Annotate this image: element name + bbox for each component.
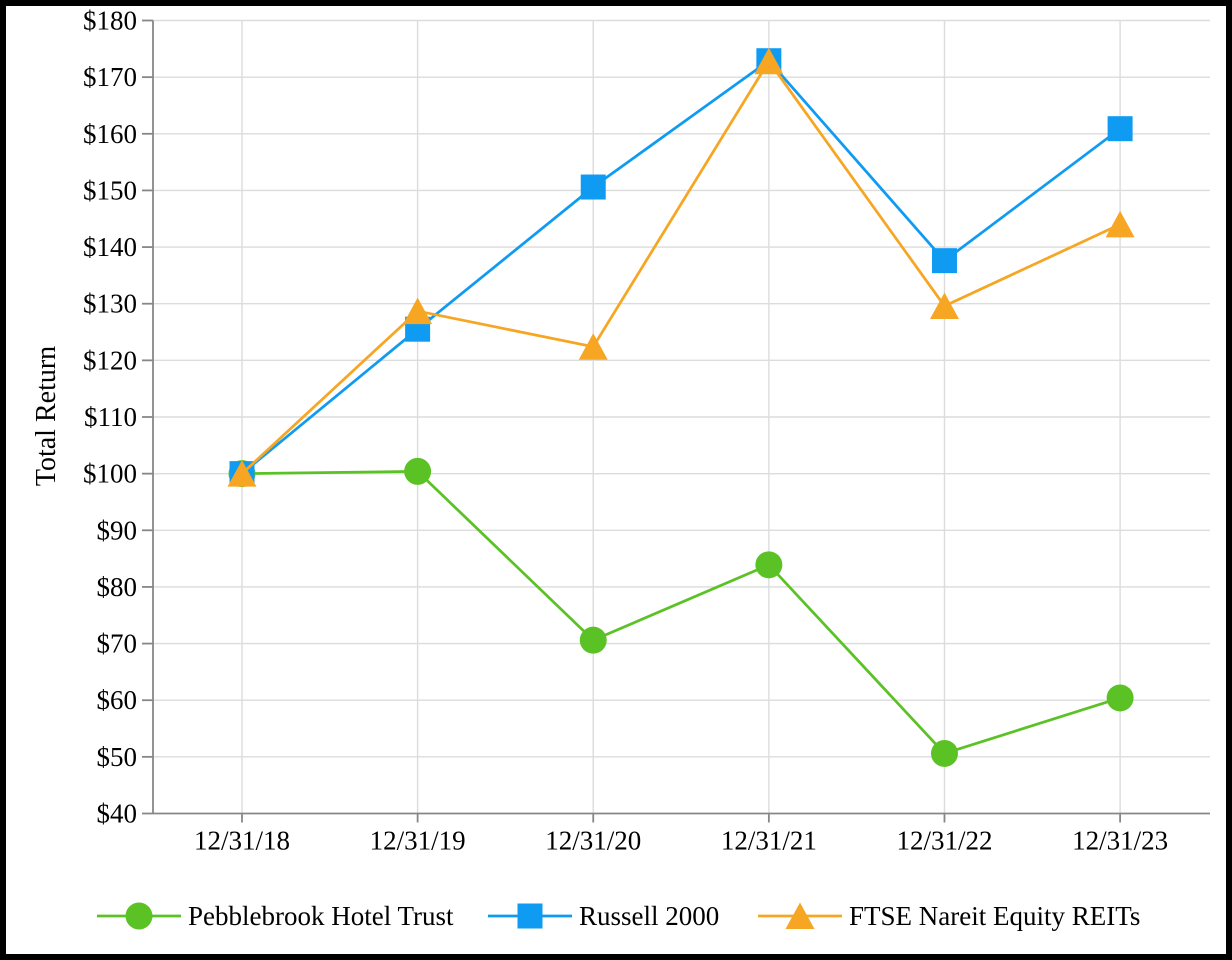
legend-square-marker-icon bbox=[488, 898, 572, 934]
y-tick-label: $140 bbox=[83, 232, 137, 262]
legend-label-pebblebrook-hotel-trust: Pebblebrook Hotel Trust bbox=[188, 901, 454, 931]
x-tick-label: 12/31/22 bbox=[896, 826, 992, 856]
data-point bbox=[1106, 684, 1134, 712]
data-point bbox=[930, 739, 958, 767]
data-point bbox=[403, 297, 433, 325]
x-axis-tick-labels: 12/31/18 12/31/19 12/31/20 12/31/21 12/31/22… bbox=[194, 826, 1168, 856]
y-axis-title: Total Return bbox=[31, 345, 62, 487]
data-point bbox=[1105, 210, 1135, 238]
y-tick-label: $160 bbox=[83, 119, 137, 149]
legend-item-russell-2000: Russell 2000 bbox=[488, 898, 719, 934]
y-tick-label: $40 bbox=[97, 799, 138, 829]
legend: Pebblebrook Hotel Trust Russell 2000 FTS… bbox=[0, 898, 1232, 938]
legend-circle-marker-icon bbox=[97, 898, 181, 934]
data-point bbox=[578, 333, 608, 360]
x-tick-label: 12/31/19 bbox=[370, 826, 466, 856]
y-tick-label: $100 bbox=[83, 459, 137, 489]
series-pebblebrook-hotel-trust bbox=[228, 457, 1134, 767]
data-point bbox=[929, 292, 959, 319]
data-point bbox=[404, 457, 432, 485]
y-tick-label: $130 bbox=[83, 289, 137, 319]
legend-triangle-marker-icon bbox=[758, 898, 842, 934]
y-tick-label: $80 bbox=[97, 572, 138, 602]
data-point bbox=[754, 47, 784, 75]
y-tick-label: $110 bbox=[84, 402, 137, 432]
legend-label-russell-2000: Russell 2000 bbox=[579, 901, 720, 931]
y-tick-label: $150 bbox=[83, 175, 137, 205]
x-tick-label: 12/31/18 bbox=[194, 826, 290, 856]
y-tick-label: $70 bbox=[97, 629, 138, 659]
legend-label-ftse-nareit-equity-reits: FTSE Nareit Equity REITs bbox=[849, 901, 1141, 931]
y-tick-label: $90 bbox=[97, 515, 138, 545]
data-point bbox=[755, 551, 783, 579]
x-tick-label: 12/31/20 bbox=[545, 826, 641, 856]
legend-item-pebblebrook-hotel-trust: Pebblebrook Hotel Trust bbox=[97, 898, 454, 934]
legend-item-ftse-nareit-equity-reits: FTSE Nareit Equity REITs bbox=[758, 898, 1140, 934]
axes bbox=[142, 19, 1210, 823]
y-axis-tick-labels: $40 $50 $60 $70 $80 $90 $100 $110 $120 $130 $140 $1… bbox=[83, 6, 137, 829]
data-point bbox=[579, 626, 607, 654]
x-tick-label: 12/31/23 bbox=[1072, 826, 1168, 856]
data-point bbox=[227, 460, 257, 487]
series-russell-2000 bbox=[229, 48, 1133, 487]
y-tick-label: $180 bbox=[83, 6, 137, 36]
data-point bbox=[931, 248, 957, 274]
y-tick-label: $120 bbox=[83, 345, 137, 375]
y-tick-label: $60 bbox=[97, 685, 138, 715]
y-tick-label: $170 bbox=[83, 62, 137, 92]
data-point bbox=[1107, 116, 1133, 142]
x-tick-label: 12/31/21 bbox=[721, 826, 817, 856]
data-point bbox=[580, 174, 606, 200]
y-tick-label: $50 bbox=[97, 742, 138, 772]
series-ftse-nareit-equity-reits bbox=[227, 47, 1135, 487]
